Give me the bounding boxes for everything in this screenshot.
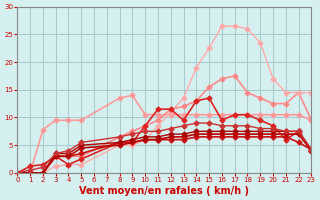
X-axis label: Vent moyen/en rafales ( km/h ): Vent moyen/en rafales ( km/h ) [79, 186, 249, 196]
